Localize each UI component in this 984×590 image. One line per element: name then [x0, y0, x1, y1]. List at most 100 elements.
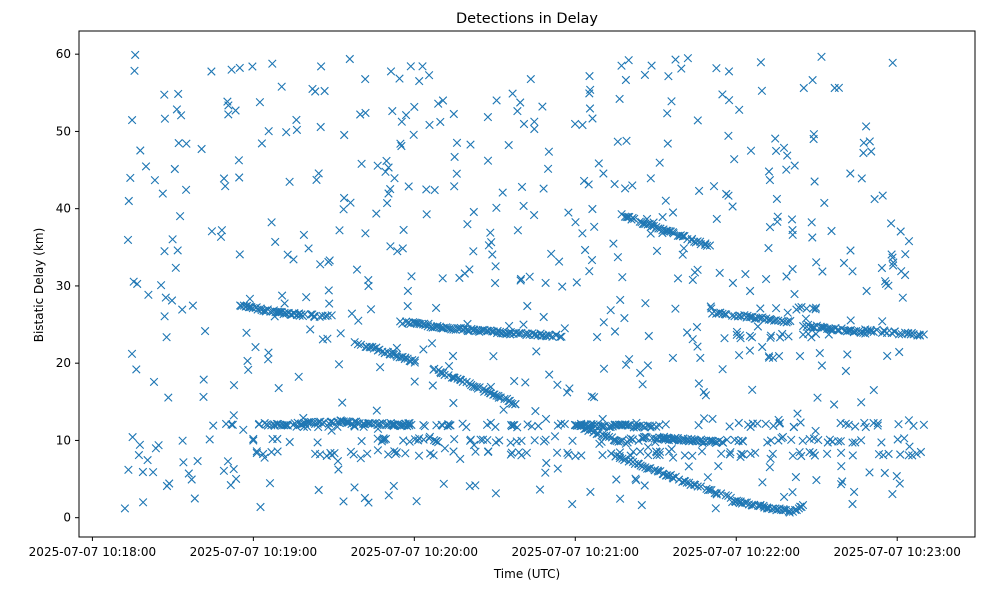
data-point-marker	[764, 353, 774, 362]
data-point-marker	[425, 432, 435, 441]
data-point-marker	[848, 451, 857, 460]
data-point-marker	[630, 214, 639, 223]
data-point-marker	[773, 505, 782, 514]
data-point-marker	[612, 475, 621, 484]
data-point-marker	[715, 268, 724, 278]
data-point-marker	[558, 282, 567, 291]
data-point-marker	[807, 218, 816, 227]
data-point-marker	[397, 117, 406, 126]
data-point-marker	[123, 235, 133, 245]
data-point-marker	[649, 218, 658, 227]
data-point-marker	[316, 62, 326, 71]
data-point-marker	[599, 431, 609, 440]
data-point-marker	[836, 480, 846, 489]
data-point-marker	[388, 420, 398, 429]
data-point-marker	[877, 438, 886, 447]
data-point-marker	[878, 317, 887, 326]
data-point-marker	[541, 468, 550, 477]
data-point-marker	[197, 144, 206, 154]
data-point-marker	[646, 464, 655, 473]
data-point-marker	[489, 390, 498, 399]
data-point-marker	[364, 275, 373, 285]
data-point-marker	[662, 471, 672, 480]
data-point-marker	[224, 101, 233, 110]
data-point-marker	[516, 98, 525, 107]
data-point-marker	[452, 138, 462, 147]
data-point-marker	[846, 246, 855, 255]
data-point-marker	[336, 329, 345, 338]
data-point-marker	[668, 208, 678, 217]
data-point-marker	[491, 489, 501, 498]
data-point-marker	[849, 487, 859, 497]
data-point-marker	[229, 381, 239, 390]
data-point-marker	[553, 380, 562, 389]
data-point-marker	[231, 474, 241, 484]
data-point-marker	[705, 485, 714, 495]
data-point-marker	[625, 435, 634, 444]
data-point-marker	[530, 436, 539, 445]
data-point-marker	[143, 455, 152, 465]
data-point-marker	[788, 230, 797, 239]
data-point-marker	[502, 329, 511, 339]
data-point-marker	[223, 457, 233, 466]
data-point-marker	[135, 440, 145, 449]
data-point-marker	[836, 448, 846, 457]
data-point-marker	[149, 377, 159, 387]
data-point-marker	[892, 471, 901, 481]
data-point-marker	[226, 480, 235, 490]
data-point-marker	[245, 294, 255, 303]
data-point-marker	[506, 450, 516, 459]
data-point-marker	[859, 138, 868, 147]
data-point-marker	[900, 328, 910, 337]
data-point-marker	[784, 317, 793, 326]
data-point-marker	[766, 454, 775, 463]
data-point-marker	[133, 279, 142, 289]
data-point-marker	[339, 205, 348, 214]
data-point-marker	[586, 487, 595, 497]
data-point-marker	[529, 210, 539, 220]
data-point-marker	[718, 437, 727, 447]
data-point-marker	[235, 63, 244, 73]
data-point-marker	[274, 383, 283, 393]
data-point-marker	[506, 438, 515, 447]
data-point-marker	[280, 308, 289, 318]
data-point-marker	[340, 130, 349, 140]
data-point-marker	[449, 109, 458, 119]
data-point-marker	[756, 304, 765, 313]
data-point-marker	[872, 325, 881, 335]
data-point-marker	[360, 493, 370, 503]
data-point-marker	[422, 185, 431, 194]
data-point-marker	[829, 400, 839, 409]
data-point-marker	[372, 406, 381, 415]
data-point-marker	[880, 468, 889, 478]
data-point-marker	[499, 405, 508, 414]
data-point-marker	[889, 258, 898, 267]
data-point-marker	[320, 86, 329, 96]
data-point-marker	[410, 358, 419, 367]
data-point-marker	[463, 319, 472, 329]
data-point-marker	[386, 184, 395, 194]
data-point-marker	[643, 464, 652, 473]
data-point-marker	[848, 438, 857, 447]
data-point-marker	[466, 140, 475, 149]
data-point-marker	[541, 435, 550, 444]
data-point-marker	[919, 330, 928, 339]
data-point-marker	[894, 420, 903, 429]
data-point-marker	[621, 360, 631, 369]
data-point-marker	[260, 453, 269, 462]
data-point-marker	[690, 237, 699, 246]
data-point-marker	[790, 161, 799, 170]
data-point-marker	[861, 122, 871, 131]
data-point-marker	[382, 198, 392, 208]
data-point-marker	[734, 497, 743, 506]
data-point-marker	[610, 327, 620, 336]
data-point-marker	[234, 156, 244, 165]
data-point-marker	[667, 97, 676, 106]
data-point-marker	[702, 241, 712, 250]
data-point-marker	[492, 96, 501, 105]
data-point-marker	[426, 322, 435, 332]
data-point-marker	[772, 194, 782, 204]
data-point-marker	[812, 258, 821, 267]
data-point-marker	[429, 451, 438, 460]
